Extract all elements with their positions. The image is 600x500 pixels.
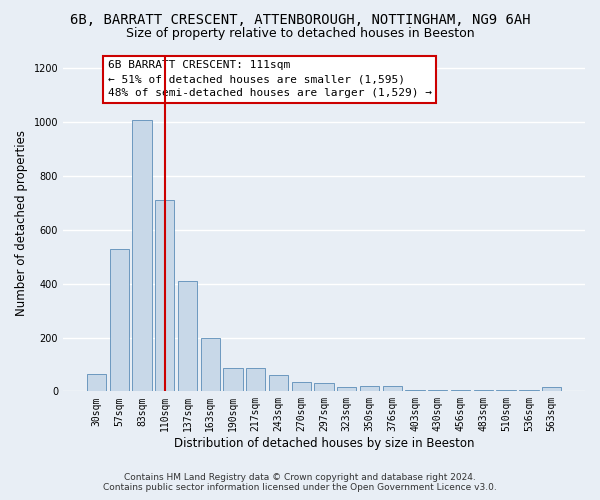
Bar [110, 248, 129, 392]
Bar [200, 338, 220, 392]
Text: Size of property relative to detached houses in Beeston: Size of property relative to detached ho… [125, 28, 475, 40]
Bar [406, 390, 425, 392]
Bar [246, 368, 265, 392]
Bar [132, 120, 152, 392]
Bar [223, 368, 242, 392]
Y-axis label: Number of detached properties: Number of detached properties [15, 130, 28, 316]
Bar [178, 281, 197, 392]
X-axis label: Distribution of detached houses by size in Beeston: Distribution of detached houses by size … [174, 437, 474, 450]
Bar [87, 374, 106, 392]
Bar [155, 200, 175, 392]
Bar [451, 390, 470, 392]
Text: 6B, BARRATT CRESCENT, ATTENBOROUGH, NOTTINGHAM, NG9 6AH: 6B, BARRATT CRESCENT, ATTENBOROUGH, NOTT… [70, 12, 530, 26]
Bar [473, 390, 493, 392]
Bar [519, 390, 539, 392]
Bar [542, 388, 561, 392]
Bar [383, 386, 402, 392]
Bar [496, 390, 516, 392]
Text: 6B BARRATT CRESCENT: 111sqm
← 51% of detached houses are smaller (1,595)
48% of : 6B BARRATT CRESCENT: 111sqm ← 51% of det… [108, 60, 432, 98]
Text: Contains HM Land Registry data © Crown copyright and database right 2024.
Contai: Contains HM Land Registry data © Crown c… [103, 473, 497, 492]
Bar [314, 384, 334, 392]
Bar [360, 386, 379, 392]
Bar [337, 388, 356, 392]
Bar [292, 382, 311, 392]
Bar [269, 375, 288, 392]
Bar [428, 390, 448, 392]
